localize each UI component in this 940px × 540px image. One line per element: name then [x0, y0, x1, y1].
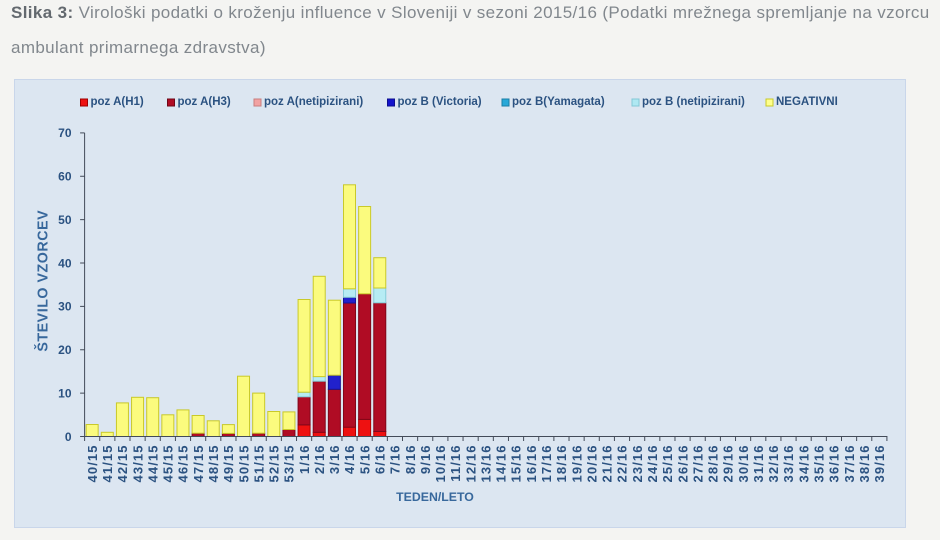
- svg-text:21/16: 21/16: [600, 444, 615, 482]
- svg-text:26/16: 26/16: [675, 444, 690, 482]
- svg-text:35/16: 35/16: [811, 444, 826, 482]
- svg-text:19/16: 19/16: [569, 444, 584, 482]
- svg-text:NEGATIVNI: NEGATIVNI: [776, 96, 838, 108]
- svg-text:18/16: 18/16: [554, 444, 569, 482]
- svg-text:poz B(Yamagata): poz B(Yamagata): [512, 96, 605, 108]
- svg-text:14/16: 14/16: [494, 444, 509, 482]
- svg-text:32/16: 32/16: [766, 444, 781, 482]
- svg-text:17/16: 17/16: [539, 444, 554, 482]
- svg-text:11/16: 11/16: [448, 444, 463, 481]
- svg-text:53/15: 53/15: [282, 444, 297, 482]
- svg-text:7/16: 7/16: [388, 444, 403, 474]
- svg-text:24/16: 24/16: [645, 444, 660, 482]
- svg-text:41/15: 41/15: [100, 444, 115, 482]
- svg-text:27/16: 27/16: [690, 444, 705, 482]
- svg-text:5/16: 5/16: [357, 444, 372, 474]
- svg-text:23/16: 23/16: [630, 444, 645, 482]
- svg-text:poz A(H3): poz A(H3): [178, 96, 231, 108]
- svg-text:51/15: 51/15: [251, 444, 266, 482]
- svg-text:4/16: 4/16: [342, 444, 357, 474]
- svg-text:52/15: 52/15: [267, 444, 282, 482]
- svg-text:20: 20: [58, 343, 72, 357]
- svg-text:ŠTEVILO VZORCEV: ŠTEVILO VZORCEV: [33, 210, 51, 352]
- svg-text:45/15: 45/15: [161, 444, 176, 482]
- svg-text:31/16: 31/16: [751, 444, 766, 482]
- svg-text:46/15: 46/15: [176, 444, 191, 482]
- svg-text:16/16: 16/16: [524, 444, 539, 482]
- svg-text:8/16: 8/16: [403, 444, 418, 474]
- svg-text:43/15: 43/15: [130, 444, 145, 482]
- svg-text:poz A(netipizirani): poz A(netipizirani): [264, 96, 363, 108]
- svg-text:37/16: 37/16: [842, 444, 857, 482]
- svg-text:3/16: 3/16: [327, 444, 342, 474]
- svg-text:0: 0: [65, 430, 72, 444]
- svg-text:40/15: 40/15: [85, 444, 100, 482]
- svg-text:34/16: 34/16: [796, 444, 811, 482]
- svg-text:48/15: 48/15: [206, 444, 221, 482]
- svg-text:29/16: 29/16: [721, 444, 736, 482]
- svg-text:30: 30: [58, 300, 72, 314]
- svg-text:2/16: 2/16: [312, 444, 327, 474]
- svg-text:40: 40: [58, 256, 72, 270]
- svg-text:10/16: 10/16: [433, 444, 448, 482]
- svg-text:22/16: 22/16: [615, 444, 630, 482]
- svg-text:42/15: 42/15: [115, 444, 130, 482]
- svg-text:12/16: 12/16: [463, 444, 478, 482]
- svg-text:38/16: 38/16: [857, 444, 872, 482]
- svg-text:33/16: 33/16: [781, 444, 796, 482]
- svg-text:1/16: 1/16: [297, 444, 312, 474]
- svg-text:50/15: 50/15: [236, 444, 251, 482]
- svg-text:30/16: 30/16: [736, 444, 751, 482]
- svg-text:TEDEN/LETO: TEDEN/LETO: [396, 490, 474, 504]
- svg-text:15/16: 15/16: [509, 444, 524, 482]
- svg-text:10: 10: [58, 386, 72, 400]
- svg-text:poz B (Victoria): poz B (Victoria): [398, 96, 482, 108]
- svg-text:49/15: 49/15: [221, 444, 236, 482]
- svg-text:44/15: 44/15: [145, 444, 160, 482]
- svg-text:13/16: 13/16: [478, 444, 493, 482]
- svg-text:36/16: 36/16: [827, 444, 842, 482]
- svg-text:50: 50: [58, 213, 72, 227]
- svg-text:20/16: 20/16: [584, 444, 599, 482]
- svg-text:6/16: 6/16: [372, 444, 387, 474]
- svg-text:9/16: 9/16: [418, 444, 433, 474]
- svg-text:poz A(H1): poz A(H1): [91, 96, 144, 108]
- svg-text:poz B (netipizirani): poz B (netipizirani): [642, 96, 745, 108]
- svg-text:70: 70: [58, 126, 72, 140]
- svg-text:28/16: 28/16: [706, 444, 721, 482]
- svg-text:25/16: 25/16: [660, 444, 675, 482]
- svg-text:39/16: 39/16: [872, 444, 887, 482]
- svg-text:47/15: 47/15: [191, 444, 206, 482]
- svg-text:60: 60: [58, 170, 72, 184]
